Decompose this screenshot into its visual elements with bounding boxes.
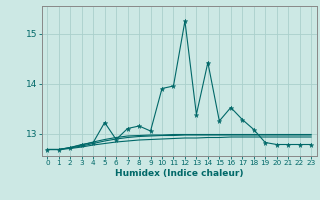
- X-axis label: Humidex (Indice chaleur): Humidex (Indice chaleur): [115, 169, 244, 178]
